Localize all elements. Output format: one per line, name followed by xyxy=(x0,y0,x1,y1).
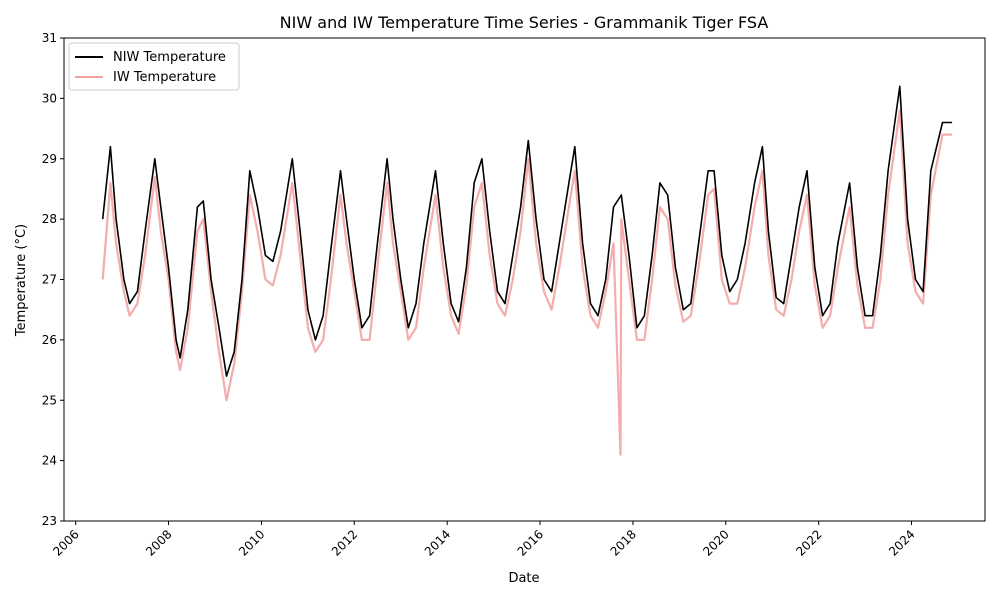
y-tick-label: 23 xyxy=(42,514,57,528)
y-axis-title: Temperature (°C) xyxy=(14,224,29,337)
y-tick-label: 29 xyxy=(42,152,57,166)
y-tick-label: 26 xyxy=(42,333,57,347)
y-tick-label: 28 xyxy=(42,212,57,226)
niw-temperature-line xyxy=(101,85,953,377)
y-tick-label: 30 xyxy=(42,91,57,105)
x-axis-title: Date xyxy=(508,571,539,586)
iw-temperature-line xyxy=(101,109,953,456)
legend-box xyxy=(68,42,240,91)
y-tick-label: 31 xyxy=(42,31,57,45)
legend-label-iw: IW Temperature xyxy=(113,70,216,85)
series-layer xyxy=(101,85,953,456)
y-axis: 23 24 25 26 27 28 29 30 31 xyxy=(42,31,64,528)
chart-title: NIW and IW Temperature Time Series - Gra… xyxy=(280,13,769,32)
y-tick-label: 24 xyxy=(42,454,57,468)
y-tick-label: 25 xyxy=(42,393,57,407)
y-tick-label: 27 xyxy=(42,273,57,287)
legend: NIW Temperature IW Temperature xyxy=(68,42,240,91)
legend-label-niw: NIW Temperature xyxy=(113,50,226,65)
